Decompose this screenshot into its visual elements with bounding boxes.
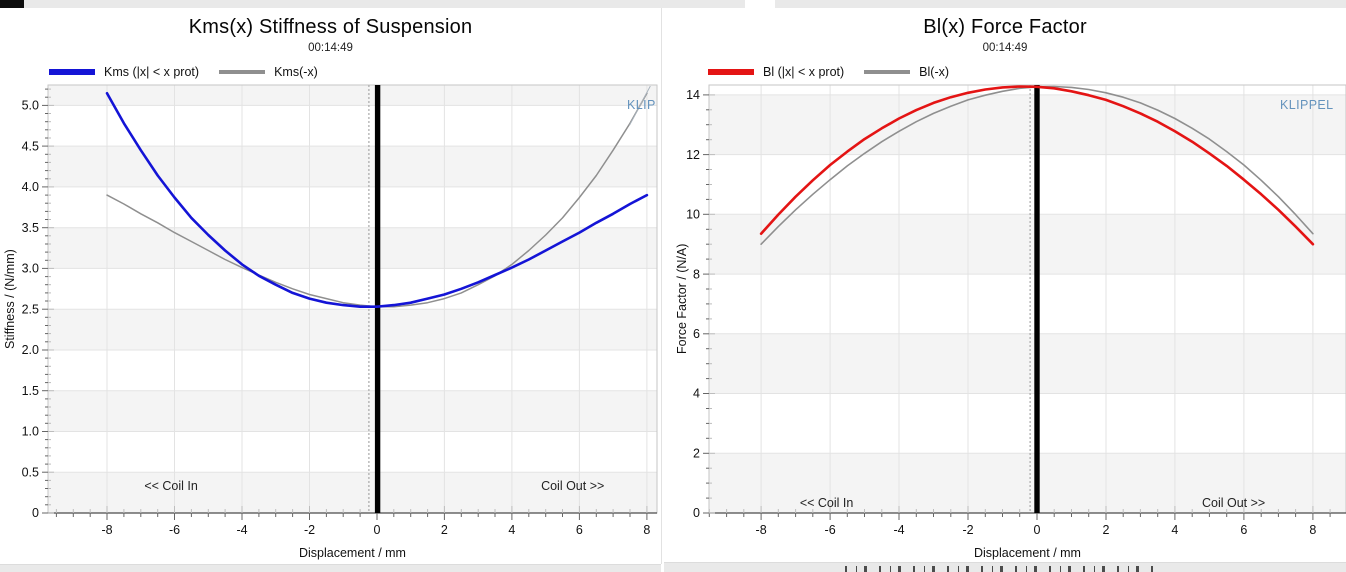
clipped-text-row xyxy=(845,566,1157,572)
svg-text:8: 8 xyxy=(693,267,700,281)
legend-swatch-kms-mirror xyxy=(219,70,266,74)
svg-text:4: 4 xyxy=(693,387,700,401)
x-axis-label: Displacement / mm xyxy=(299,546,406,560)
svg-text:10: 10 xyxy=(686,208,700,222)
legend-swatch-kms xyxy=(49,69,95,75)
plot-area[interactable]: -8 -6 -4 -2 0 2 4 6 8 0 2 4 6 8 10 12 14 << Coil In Coil O… xyxy=(686,84,1346,537)
klippel-watermark: KLIP xyxy=(627,98,656,112)
x-axis-label: Displacement / mm xyxy=(974,546,1081,560)
svg-text:8: 8 xyxy=(1309,523,1316,537)
svg-text:1.5: 1.5 xyxy=(22,384,39,398)
kms-window: Kms(x) Stiffness of Suspension 00:14:49 … xyxy=(0,8,662,564)
svg-text:-6: -6 xyxy=(825,523,836,537)
svg-text:-4: -4 xyxy=(236,523,247,537)
svg-text:0: 0 xyxy=(1034,523,1041,537)
page-title: Kms(x) Stiffness of Suspension xyxy=(188,16,473,38)
svg-text:3.0: 3.0 xyxy=(22,262,39,276)
coil-annotation: << Coil In xyxy=(144,479,198,493)
page-title: Bl(x) Force Factor xyxy=(923,16,1087,38)
legend-label: Bl (|x| < x prot) xyxy=(763,65,845,79)
svg-text:5.0: 5.0 xyxy=(22,99,39,113)
svg-text:4: 4 xyxy=(1171,523,1178,537)
svg-text:2.5: 2.5 xyxy=(22,302,39,316)
svg-text:1.0: 1.0 xyxy=(22,425,39,439)
svg-text:-6: -6 xyxy=(169,523,180,537)
svg-text:4: 4 xyxy=(508,523,515,537)
svg-text:4.5: 4.5 xyxy=(22,139,39,153)
coil-annotation: << Coil In xyxy=(800,496,854,510)
svg-text:0: 0 xyxy=(374,523,381,537)
plot-area[interactable]: -8 -6 -4 -2 0 2 4 6 8 0 0.5 1.0 1.5 2.0 2.5 3.0 3.5 4.0 4.… xyxy=(22,84,658,537)
svg-text:2: 2 xyxy=(1103,523,1110,537)
coil-annotation: Coil Out >> xyxy=(1202,496,1265,510)
svg-text:14: 14 xyxy=(686,88,700,102)
svg-text:-4: -4 xyxy=(893,523,904,537)
svg-text:-2: -2 xyxy=(304,523,315,537)
svg-text:2: 2 xyxy=(693,447,700,461)
chart-timestamp: 00:14:49 xyxy=(982,42,1028,54)
legend-swatch-bl-mirror xyxy=(864,70,911,74)
top-band-left xyxy=(0,0,745,8)
svg-text:6: 6 xyxy=(1240,523,1247,537)
legend-label: Kms (|x| < x prot) xyxy=(104,65,200,79)
svg-text:0.5: 0.5 xyxy=(22,465,39,479)
svg-text:0: 0 xyxy=(32,506,39,520)
bl-window: Bl(x) Force Factor 00:14:49 Bl (|x| < x … xyxy=(664,8,1346,562)
legend: Kms (|x| < x prot) Kms(-x) xyxy=(49,65,318,79)
coil-annotation: Coil Out >> xyxy=(541,479,604,493)
legend: Bl (|x| < x prot) Bl(-x) xyxy=(708,65,949,79)
svg-text:2.0: 2.0 xyxy=(22,343,39,357)
svg-text:-2: -2 xyxy=(962,523,973,537)
svg-text:3.5: 3.5 xyxy=(22,221,39,235)
svg-text:4.0: 4.0 xyxy=(22,180,39,194)
svg-text:2: 2 xyxy=(441,523,448,537)
svg-text:6: 6 xyxy=(693,327,700,341)
svg-text:8: 8 xyxy=(643,523,650,537)
svg-text:-8: -8 xyxy=(756,523,767,537)
legend-label: Bl(-x) xyxy=(919,65,950,79)
klippel-watermark: KLIPPEL xyxy=(1280,98,1334,112)
window-corner-fragment xyxy=(0,0,24,8)
legend-swatch-bl xyxy=(708,69,754,75)
bottom-strip-left xyxy=(0,564,661,572)
svg-text:-8: -8 xyxy=(101,523,112,537)
chart-timestamp: 00:14:49 xyxy=(308,42,353,54)
svg-text:6: 6 xyxy=(576,523,583,537)
svg-text:12: 12 xyxy=(686,148,700,162)
legend-label: Kms(-x) xyxy=(274,65,318,79)
svg-text:0: 0 xyxy=(693,506,700,520)
